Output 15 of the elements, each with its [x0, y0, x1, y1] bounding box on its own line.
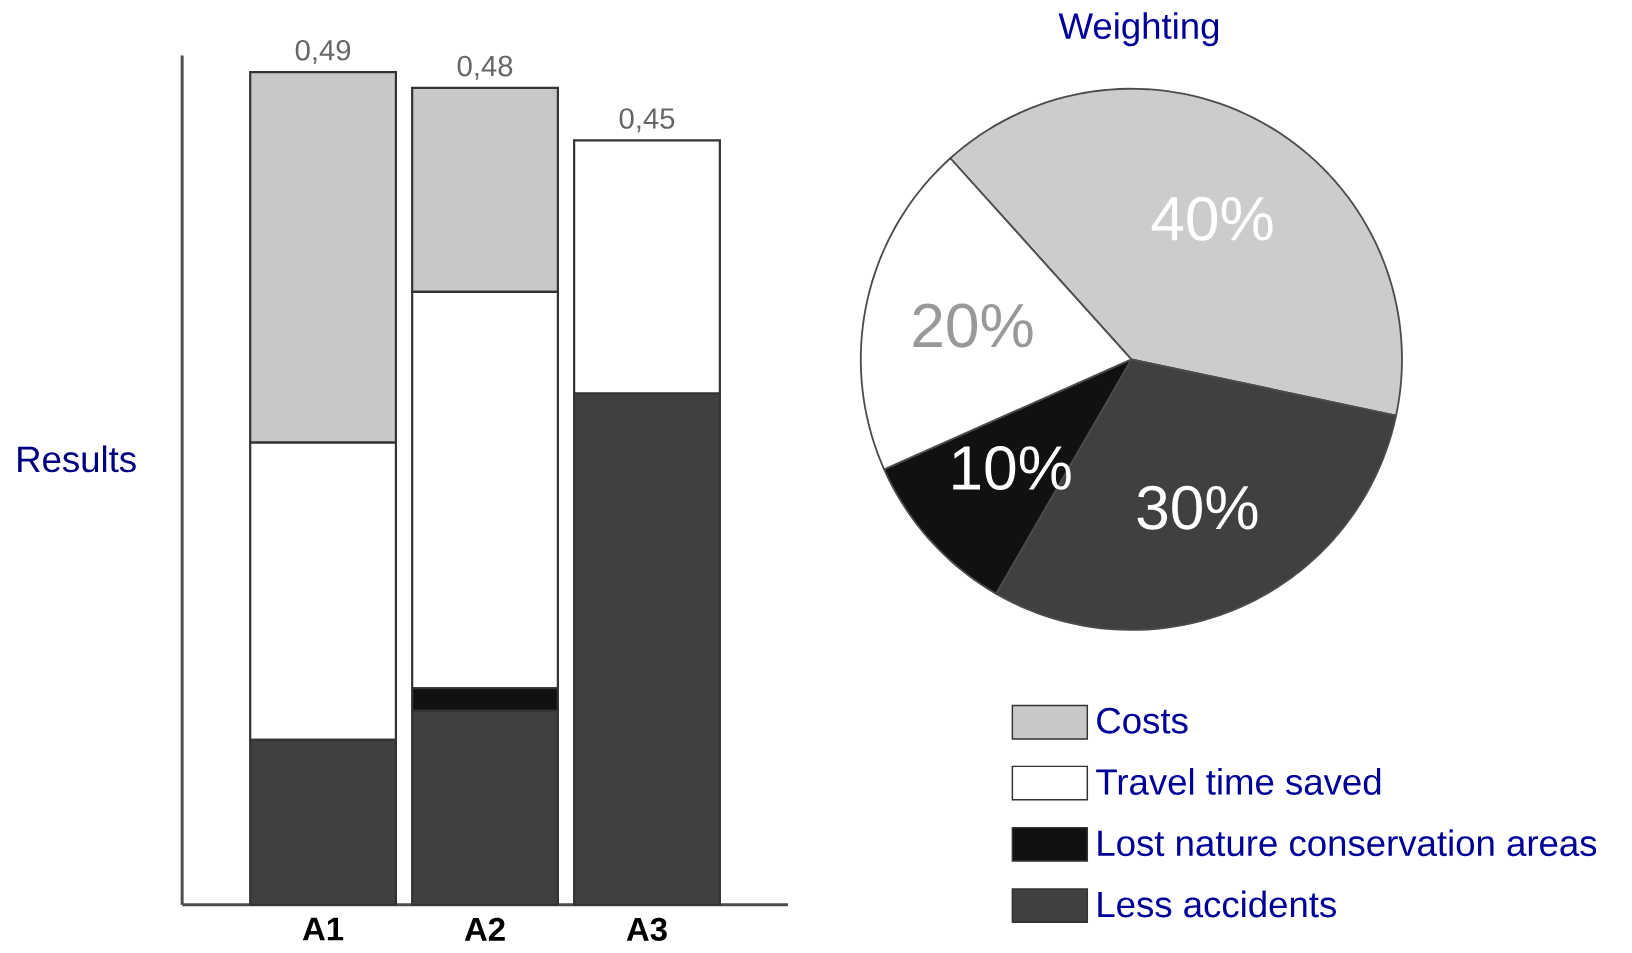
legend-label: Travel time saved: [1096, 767, 1381, 795]
data-label: 30%: [1137, 485, 1258, 530]
annotation: 0,45: [619, 108, 675, 133]
data-label: 10%: [953, 445, 1071, 490]
chart-title: Weighting: [1058, 12, 1219, 47]
legend-label: Lost nature conservation areas: [1098, 829, 1597, 857]
y-axis-title: Results: [18, 445, 136, 473]
text: 0,49: [295, 39, 351, 64]
annotation: 0,48: [457, 55, 513, 80]
data-label: 20%: [913, 303, 1033, 348]
legend-label: Less accidents: [1098, 890, 1336, 918]
x-tick-label: A1: [302, 917, 344, 941]
x-tick-label: A2: [464, 917, 505, 941]
x-tick-label: A3: [626, 917, 667, 941]
legend-label: Costs: [1097, 707, 1188, 734]
